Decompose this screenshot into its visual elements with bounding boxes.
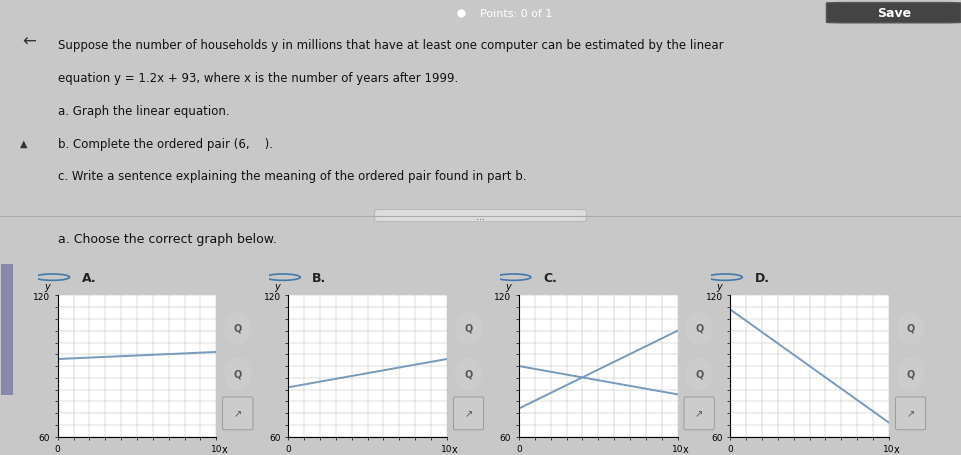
Text: Save: Save bbox=[876, 7, 911, 20]
Text: equation y = 1.2x + 93, where x is the number of years after 1999.: equation y = 1.2x + 93, where x is the n… bbox=[58, 72, 457, 85]
Circle shape bbox=[898, 358, 924, 390]
Circle shape bbox=[686, 313, 713, 345]
Circle shape bbox=[456, 358, 482, 390]
Text: y: y bbox=[275, 281, 281, 291]
Text: Suppose the number of households y in millions that have at least one computer c: Suppose the number of households y in mi… bbox=[58, 39, 724, 52]
FancyBboxPatch shape bbox=[826, 4, 961, 24]
FancyBboxPatch shape bbox=[684, 397, 714, 430]
Text: D.: D. bbox=[754, 271, 770, 284]
Text: x: x bbox=[682, 444, 688, 454]
Text: a. Choose the correct graph below.: a. Choose the correct graph below. bbox=[58, 233, 277, 245]
Text: Q: Q bbox=[695, 323, 703, 333]
Text: ↗: ↗ bbox=[234, 409, 242, 419]
Text: x: x bbox=[894, 444, 899, 454]
Text: Q: Q bbox=[464, 323, 473, 333]
Circle shape bbox=[225, 313, 252, 345]
Text: x: x bbox=[452, 444, 457, 454]
Text: a. Graph the linear equation.: a. Graph the linear equation. bbox=[58, 105, 230, 117]
Text: ↗: ↗ bbox=[464, 409, 473, 419]
FancyBboxPatch shape bbox=[375, 210, 586, 222]
Text: y: y bbox=[44, 281, 50, 291]
FancyBboxPatch shape bbox=[896, 397, 925, 430]
Text: ↗: ↗ bbox=[695, 409, 703, 419]
Text: Q: Q bbox=[234, 368, 242, 378]
FancyBboxPatch shape bbox=[2, 265, 13, 395]
Text: Q: Q bbox=[906, 368, 915, 378]
Text: c. Write a sentence explaining the meaning of the ordered pair found in part b.: c. Write a sentence explaining the meani… bbox=[58, 170, 527, 183]
Text: b. Complete the ordered pair (6,    ).: b. Complete the ordered pair (6, ). bbox=[58, 137, 273, 150]
Text: B.: B. bbox=[312, 271, 327, 284]
Circle shape bbox=[456, 313, 482, 345]
Text: Points: 0 of 1: Points: 0 of 1 bbox=[480, 9, 553, 19]
Circle shape bbox=[686, 358, 713, 390]
Text: A.: A. bbox=[82, 271, 96, 284]
Text: ...: ... bbox=[476, 211, 485, 221]
FancyBboxPatch shape bbox=[223, 397, 253, 430]
Text: C.: C. bbox=[543, 271, 556, 284]
Circle shape bbox=[898, 313, 924, 345]
Circle shape bbox=[225, 358, 252, 390]
Text: Q: Q bbox=[464, 368, 473, 378]
Text: ↗: ↗ bbox=[906, 409, 915, 419]
Text: Q: Q bbox=[695, 368, 703, 378]
Text: y: y bbox=[717, 281, 723, 291]
Text: Q: Q bbox=[906, 323, 915, 333]
Text: x: x bbox=[221, 444, 227, 454]
Text: ▲: ▲ bbox=[20, 139, 28, 149]
FancyBboxPatch shape bbox=[454, 397, 483, 430]
Text: y: y bbox=[505, 281, 511, 291]
Text: ←: ← bbox=[22, 33, 36, 51]
Text: Q: Q bbox=[234, 323, 242, 333]
